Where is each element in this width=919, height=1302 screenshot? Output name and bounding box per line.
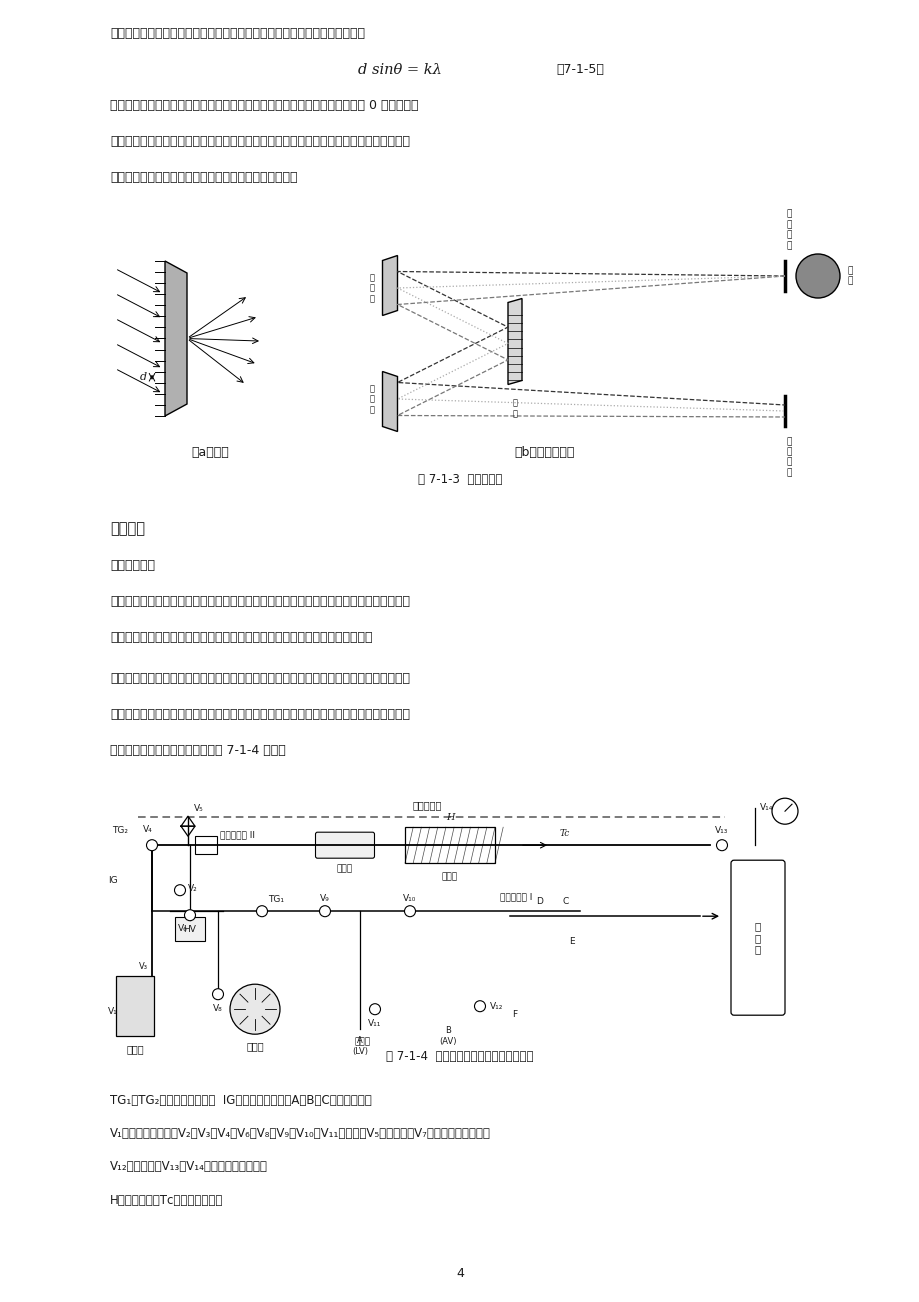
Text: 4: 4 [456, 1267, 463, 1280]
Circle shape [404, 906, 415, 917]
FancyBboxPatch shape [315, 832, 374, 858]
Text: （a）光栋: （a）光栋 [191, 447, 229, 460]
Text: V₅: V₅ [194, 805, 203, 814]
FancyBboxPatch shape [175, 917, 205, 941]
Text: 出
射
狭
缝: 出 射 狭 缝 [786, 437, 791, 478]
Circle shape [146, 840, 157, 850]
Text: d: d [140, 372, 146, 383]
Text: E: E [569, 936, 574, 945]
Text: 长波衍射角大，短波衍射角小，含不同波长的复合光照射到光栋表面，除 0 级外，其他: 长波衍射角大，短波衍射角小，含不同波长的复合光照射到光栋表面，除 0 级外，其他 [110, 99, 418, 112]
Text: 充气连接管: 充气连接管 [413, 801, 442, 810]
Text: V₁₁: V₁₁ [368, 1019, 381, 1029]
Text: 反
射
镜: 反 射 镜 [369, 384, 374, 414]
Text: V₈: V₈ [213, 1004, 222, 1013]
Text: Tc: Tc [560, 829, 570, 838]
Text: IG: IG [108, 876, 118, 884]
Text: V₃: V₃ [139, 962, 148, 971]
Text: C: C [562, 897, 569, 906]
Text: V₂: V₂ [187, 884, 198, 893]
Circle shape [474, 1001, 485, 1012]
Text: V₆: V₆ [178, 924, 187, 934]
Circle shape [212, 988, 223, 1000]
Text: A
(LV): A (LV) [352, 1036, 368, 1056]
Text: D: D [536, 897, 543, 906]
Text: 图 7-1-4  真空获得与测量实验系统结构图: 图 7-1-4 真空获得与测量实验系统结构图 [386, 1051, 533, 1064]
Circle shape [319, 906, 330, 917]
Text: HV: HV [184, 924, 197, 934]
Text: H: H [446, 814, 454, 822]
Text: 光
源: 光 源 [847, 267, 853, 285]
FancyBboxPatch shape [404, 827, 494, 863]
Text: V₁₀: V₁₀ [403, 894, 416, 904]
Text: （b）光栋光谱仪: （b）光栋光谱仪 [515, 447, 574, 460]
Text: 本实验装置由金属真空系统构成，真空泵采用，旋片式机械真空泵和油扩散真空泵，测: 本实验装置由金属真空系统构成，真空泵采用，旋片式机械真空泵和油扩散真空泵，测 [110, 672, 410, 685]
Text: 差压传感器 I: 差压传感器 I [499, 892, 532, 901]
Text: 光栋光谱仪的显著特点是有许多级，每一级为一套光谱。: 光栋光谱仪的显著特点是有许多级，每一级为一套光谱。 [110, 171, 297, 184]
Circle shape [795, 254, 839, 298]
Text: 由于光的衍射原理，不同波长的光的主极强将出现在不同方位，光栋公式为：: 由于光的衍射原理，不同波长的光的主极强将出现在不同方位，光栋公式为： [110, 27, 365, 40]
Text: 反
射
镜: 反 射 镜 [369, 273, 374, 303]
Text: 扩散泵: 扩散泵 [126, 1044, 143, 1055]
Text: 图 7-1-3  光栋光谱仪: 图 7-1-3 光栋光谱仪 [417, 473, 502, 486]
Text: V₁₄: V₁₄ [759, 803, 773, 812]
Text: 空获得与测量系统，系统结构如图 7-1-4 所示。: 空获得与测量系统，系统结构如图 7-1-4 所示。 [110, 745, 286, 758]
Text: V₁₂：三通阀，V₁₃、V₁₄：两级压力调节器；: V₁₂：三通阀，V₁₃、V₁₄：两级压力调节器； [110, 1160, 267, 1173]
Text: d sinθ = kλ: d sinθ = kλ [357, 62, 441, 77]
Text: 的真空计、连接系统的管道和阀门构成，一般可分为金属真空系统和玻璃系统。: 的真空计、连接系统的管道和阀门构成，一般可分为金属真空系统和玻璃系统。 [110, 630, 372, 643]
Text: 实验装置: 实验装置 [110, 521, 145, 536]
Polygon shape [165, 260, 187, 417]
Text: 一、真空系统: 一、真空系统 [110, 559, 154, 572]
FancyBboxPatch shape [116, 976, 153, 1036]
Text: 光
栅: 光 栅 [512, 398, 517, 418]
Circle shape [185, 910, 196, 921]
Text: TG₁: TG₁ [267, 896, 284, 904]
Text: （7-1-5）: （7-1-5） [555, 62, 603, 76]
Polygon shape [382, 371, 397, 431]
Circle shape [716, 840, 727, 850]
Text: H：电加热炉，Tᴄ：加热炉温度计: H：电加热炉，Tᴄ：加热炉温度计 [110, 1194, 223, 1207]
Text: V₁: V₁ [108, 1006, 118, 1016]
Text: 量真空度的真空计使用热电偶真空计、电离真空计，由不锈波纹钉管道和真空阀门连成的真: 量真空度的真空计使用热电偶真空计、电离真空计，由不锈波纹钉管道和真空阀门连成的真 [110, 708, 410, 721]
Text: V₁：油扩散泵距阀，V₂、V₃、V₄、V₆、V₈、V₉、V₁₀、V₁₁：角阀，V₅：针形阀，V₇：电磁真空压差阀，: V₁：油扩散泵距阀，V₂、V₃、V₄、V₆、V₈、V₉、V₁₀、V₁₁：角阀，V… [110, 1128, 491, 1141]
Circle shape [256, 906, 267, 917]
Text: V₄: V₄ [143, 825, 153, 835]
Text: 入
射
狭
缝: 入 射 狭 缝 [786, 210, 791, 250]
Circle shape [175, 884, 186, 896]
Text: B
(AV): B (AV) [438, 1026, 456, 1046]
Text: 通大气: 通大气 [355, 1038, 370, 1047]
FancyBboxPatch shape [731, 861, 784, 1016]
Circle shape [369, 1004, 380, 1014]
Polygon shape [382, 255, 397, 315]
Text: 加热炉: 加热炉 [441, 872, 458, 881]
Text: TG₂: TG₂ [112, 827, 128, 835]
Circle shape [230, 984, 279, 1034]
Text: TG₁、TG₂：热偶真空规管；  IG：电离真空规管；A、B、C：真空容器；: TG₁、TG₂：热偶真空规管； IG：电离真空规管；A、B、C：真空容器； [110, 1094, 371, 1107]
Text: 充
气
瓶: 充 气 瓶 [754, 921, 760, 954]
Text: V₁₃: V₁₃ [715, 827, 728, 835]
FancyBboxPatch shape [195, 836, 217, 854]
Polygon shape [507, 298, 521, 384]
Text: F: F [512, 1009, 517, 1018]
Text: 机械泵: 机械泵 [246, 1042, 264, 1051]
Text: 真空获得与测量实验装置由被抽真空的容器，获得真空的设备（真空泵）、测量真空度: 真空获得与测量实验装置由被抽真空的容器，获得真空的设备（真空泵）、测量真空度 [110, 595, 410, 608]
Text: 放电管: 放电管 [336, 865, 353, 874]
Circle shape [771, 798, 797, 824]
Text: V₁₂: V₁₂ [490, 1001, 503, 1010]
Text: V₉: V₉ [320, 894, 330, 904]
Text: 主极强的位置均不相同，这些主极强亮线就是谱线。各种波长的同一级谱线构成一套光谱。: 主极强的位置均不相同，这些主极强亮线就是谱线。各种波长的同一级谱线构成一套光谱。 [110, 135, 410, 148]
Text: 差压传感器 II: 差压传感器 II [220, 831, 255, 840]
